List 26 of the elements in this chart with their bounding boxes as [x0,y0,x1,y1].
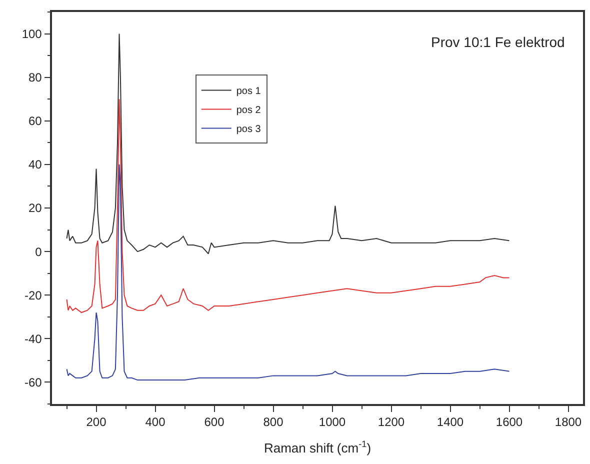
legend-label: pos 1 [236,86,262,98]
y-tick-label: 0 [35,244,42,259]
x-tick-label: 200 [86,415,107,430]
x-tick-label: 1000 [318,415,346,430]
y-tick-label: 40 [28,158,42,172]
line-series [66,33,510,254]
x-tick-label: 600 [204,415,225,430]
annotation: Prov 10:1 Fe elektrod [431,34,565,50]
y-tick-label: -40 [24,332,42,346]
x-tick-label: 1800 [554,415,582,430]
x-axis-title: Raman shift (cm$^{-1}$) [264,438,372,456]
legend-label: pos 3 [236,124,262,136]
y-tick-label: 80 [28,70,42,85]
y-tick-label: -60 [24,375,42,390]
y-tick-label: 20 [28,201,42,216]
x-tick-label: 400 [145,415,166,430]
y-tick-label: 100 [22,26,42,41]
line-series [66,98,510,314]
y-tick-label: 60 [28,114,42,128]
x-tick-label: 800 [263,415,284,430]
x-tick-label: 1600 [496,415,523,430]
line-series [66,164,510,381]
x-tick-label: 1200 [378,415,405,430]
x-tick-label: 1400 [436,415,464,430]
y-tick-label: -20 [24,288,42,302]
legend-label: pos 2 [236,105,262,116]
